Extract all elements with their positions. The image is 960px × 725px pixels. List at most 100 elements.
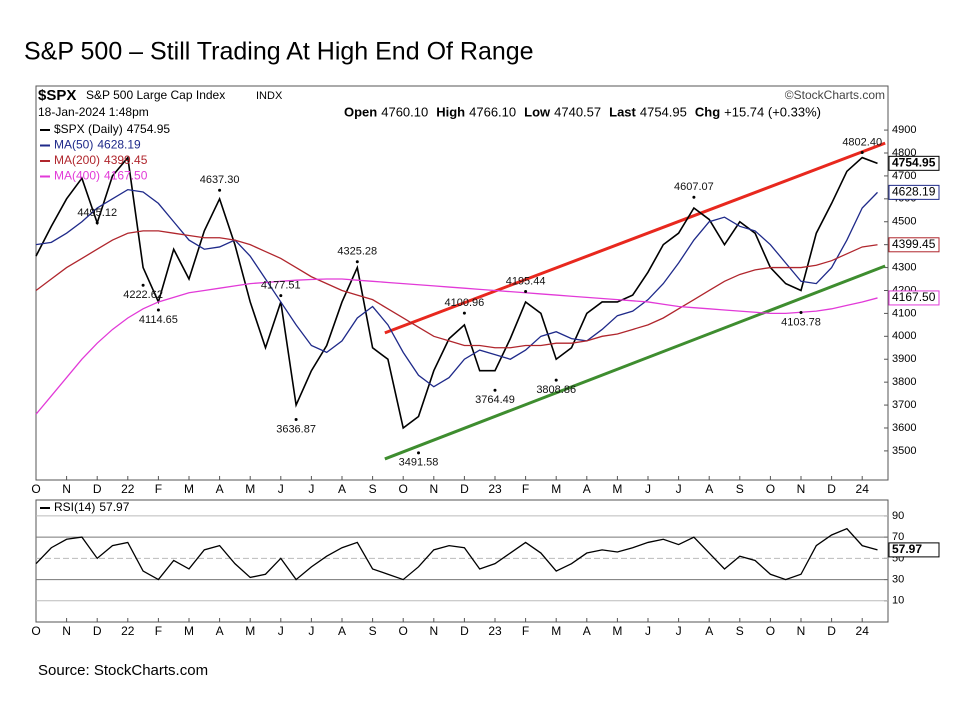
annotation-point bbox=[156, 308, 160, 312]
annotation-point bbox=[524, 290, 528, 294]
series-line bbox=[35, 278, 878, 415]
x-tick-label: N bbox=[62, 482, 71, 496]
annotation-label: 4103.78 bbox=[781, 316, 821, 328]
value-box-label: 57.97 bbox=[892, 542, 922, 556]
value-box-label: 4167.50 bbox=[892, 290, 936, 304]
annotation-point bbox=[493, 388, 497, 392]
x-tick-label: D bbox=[827, 482, 836, 496]
credit: ©StockCharts.com bbox=[785, 88, 885, 102]
y-tick-label: 3900 bbox=[892, 353, 916, 365]
x-tick-label: A bbox=[705, 482, 713, 496]
x-tick-label: N bbox=[429, 482, 438, 496]
x-tick-label: F bbox=[155, 624, 162, 638]
series-line bbox=[35, 230, 878, 349]
x-tick-label: J bbox=[645, 624, 651, 638]
value-box bbox=[888, 542, 940, 558]
x-tick-label: D bbox=[827, 624, 836, 638]
annotation-label: 4637.30 bbox=[200, 174, 240, 186]
value-box-label: 4628.19 bbox=[892, 185, 936, 199]
value-box bbox=[888, 184, 940, 200]
x-tick-label: O bbox=[766, 624, 775, 638]
annotation-point bbox=[141, 283, 145, 287]
x-tick-label: 24 bbox=[856, 482, 870, 496]
x-tick-label: 23 bbox=[488, 624, 502, 638]
x-tick-label: J bbox=[676, 624, 682, 638]
annotation-label: 3764.49 bbox=[475, 394, 515, 406]
index-name: S&P 500 Large Cap Index bbox=[86, 88, 225, 102]
y-tick-label: 3500 bbox=[892, 445, 916, 457]
x-tick-label: 22 bbox=[121, 624, 135, 638]
trendline bbox=[384, 141, 886, 335]
legend-name: MA(400) bbox=[54, 169, 100, 183]
x-tick-label: M bbox=[245, 624, 255, 638]
x-tick-label: M bbox=[184, 482, 194, 496]
y-tick-label: 3800 bbox=[892, 376, 916, 388]
x-tick-label: A bbox=[216, 624, 224, 638]
x-tick-label: F bbox=[155, 482, 162, 496]
annotation-label: 4177.51 bbox=[261, 280, 301, 292]
legend-value: 4754.95 bbox=[127, 122, 171, 136]
x-tick-label: J bbox=[676, 482, 682, 496]
symbol: $SPX bbox=[38, 87, 76, 104]
legend-name: RSI(14) bbox=[54, 500, 95, 514]
quote-label: Chg bbox=[695, 104, 720, 119]
annotation-label: 3636.87 bbox=[276, 423, 316, 435]
y-tick-label: 70 bbox=[892, 531, 904, 543]
x-tick-label: J bbox=[278, 624, 284, 638]
annotation-label: 4100.96 bbox=[445, 297, 485, 309]
x-tick-label: N bbox=[797, 624, 806, 638]
quote-value: 4760.10 bbox=[381, 104, 428, 119]
y-tick-label: 4900 bbox=[892, 124, 916, 136]
x-tick-label: J bbox=[308, 482, 314, 496]
trendline bbox=[384, 264, 886, 461]
x-tick-label: O bbox=[399, 482, 408, 496]
x-tick-label: 23 bbox=[488, 482, 502, 496]
quote-value: +15.74 (+0.33%) bbox=[724, 104, 821, 119]
x-tick-label: A bbox=[216, 482, 224, 496]
main-panel bbox=[35, 85, 889, 481]
y-tick-label: 4700 bbox=[892, 170, 916, 182]
legend-name: $SPX (Daily) bbox=[54, 122, 123, 136]
value-box bbox=[888, 290, 940, 306]
date: 18-Jan-2024 1:48pm bbox=[38, 105, 149, 119]
annotation-point bbox=[218, 188, 222, 192]
page-title: S&P 500 – Still Trading At High End Of R… bbox=[24, 38, 534, 66]
x-tick-label: J bbox=[278, 482, 284, 496]
quote-value: 4754.95 bbox=[640, 104, 687, 119]
annotation-point bbox=[462, 311, 466, 315]
x-tick-label: A bbox=[583, 624, 591, 638]
value-box-label: 4754.95 bbox=[892, 155, 936, 169]
quote-value: 4740.57 bbox=[554, 104, 601, 119]
legend-value: 4628.19 bbox=[97, 138, 141, 152]
x-tick-label: D bbox=[93, 624, 102, 638]
x-tick-label: F bbox=[522, 482, 529, 496]
x-tick-label: 22 bbox=[121, 482, 135, 496]
x-tick-label: M bbox=[245, 482, 255, 496]
quote-label: High bbox=[436, 104, 465, 119]
x-tick-label: O bbox=[31, 482, 40, 496]
x-tick-label: A bbox=[338, 482, 346, 496]
annotation-point bbox=[294, 418, 298, 422]
annotation-point bbox=[279, 294, 283, 298]
x-tick-label: A bbox=[583, 482, 591, 496]
x-tick-label: M bbox=[551, 482, 561, 496]
x-tick-label: M bbox=[551, 624, 561, 638]
annotation-point bbox=[355, 260, 359, 264]
x-tick-label: A bbox=[705, 624, 713, 638]
quote-label: Last bbox=[609, 104, 636, 119]
quote-value: 4766.10 bbox=[469, 104, 516, 119]
y-tick-label: 4300 bbox=[892, 261, 916, 273]
legend-value: 4167.50 bbox=[104, 169, 148, 183]
annotation-point bbox=[95, 221, 99, 225]
legend-name: MA(200) bbox=[54, 153, 100, 167]
annotation-point bbox=[417, 451, 420, 455]
legend-name: MA(50) bbox=[54, 138, 93, 152]
x-tick-label: O bbox=[399, 624, 408, 638]
annotation-point bbox=[554, 378, 558, 382]
quote-label: Open bbox=[344, 104, 377, 119]
x-tick-label: D bbox=[460, 624, 469, 638]
x-tick-label: N bbox=[797, 482, 806, 496]
annotation-label: 4114.65 bbox=[139, 314, 178, 326]
